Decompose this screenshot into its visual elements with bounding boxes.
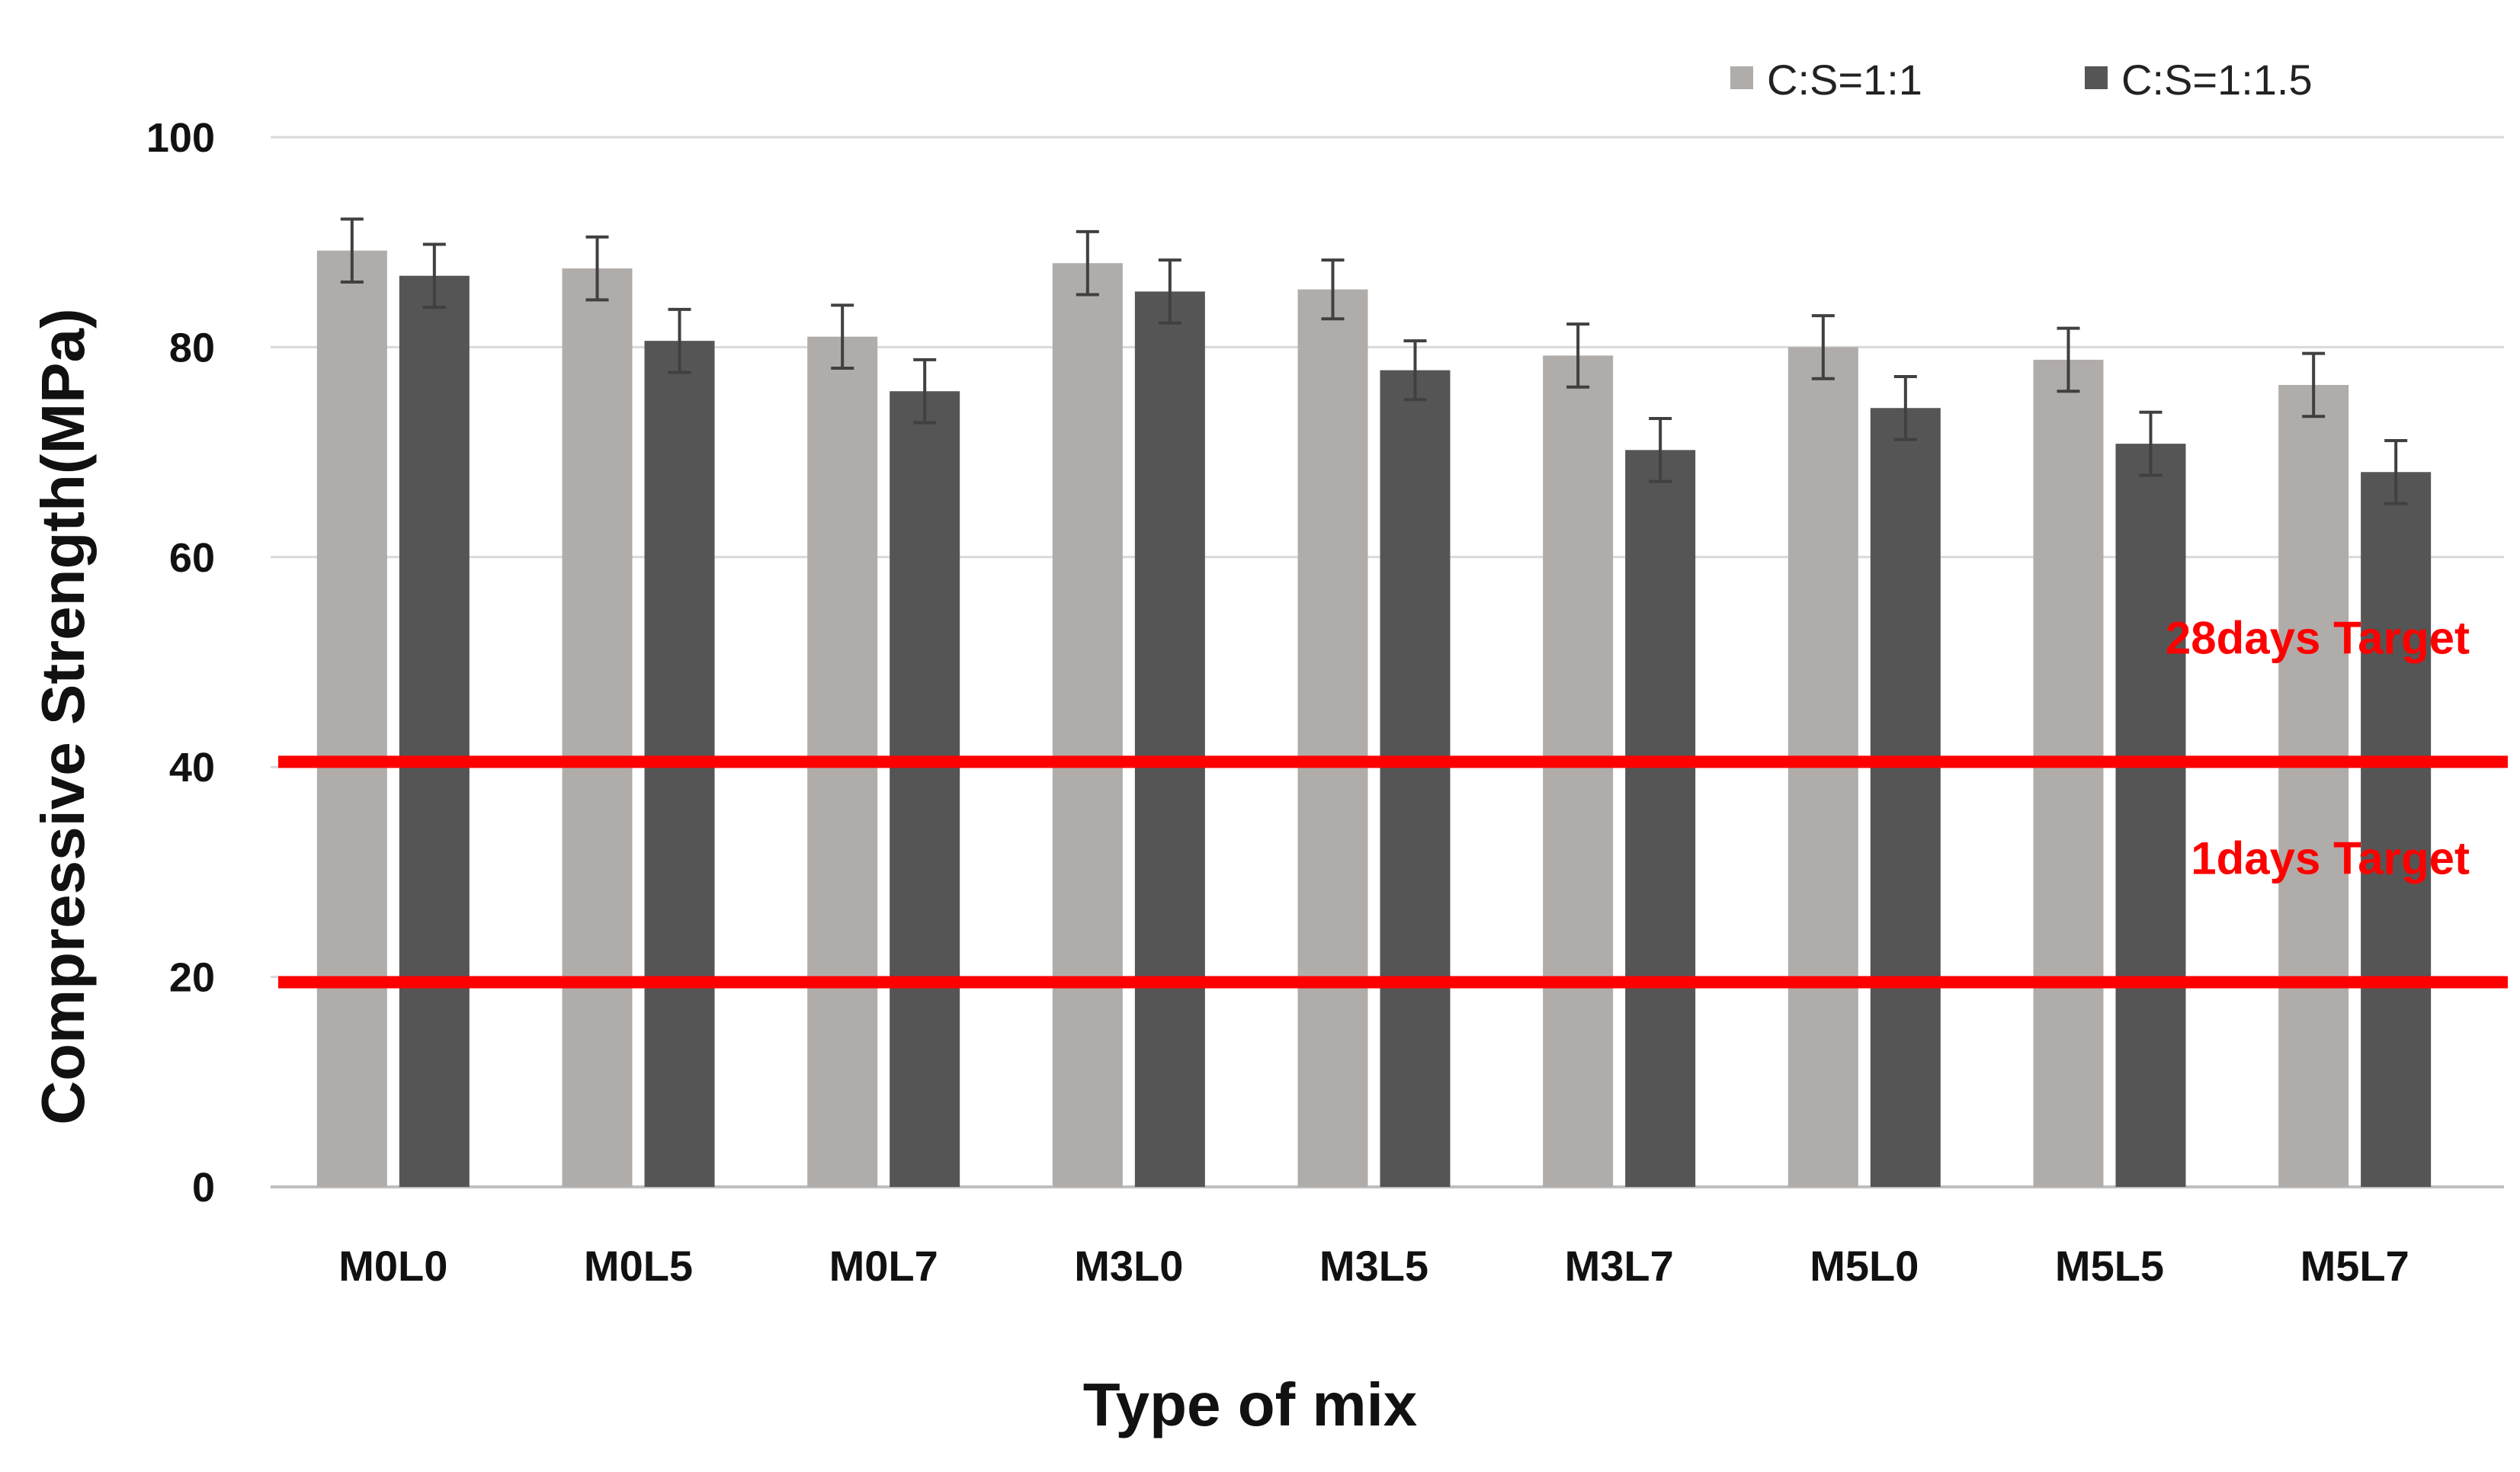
bar-layer bbox=[316, 250, 2432, 1188]
bar-M5L7-series-1 bbox=[2278, 384, 2349, 1188]
bar-M0L0-series-1 bbox=[316, 250, 387, 1187]
legend-label-series-2: C:S=1:1.5 bbox=[2121, 56, 2313, 104]
x-tick-label-M3L7: M3L7 bbox=[1565, 1242, 1674, 1290]
y-tick-label-80: 80 bbox=[169, 325, 215, 370]
bar-M5L0-series-2 bbox=[1870, 408, 1941, 1187]
x-tick-label-M5L5: M5L5 bbox=[2055, 1242, 2164, 1290]
y-tick-label-0: 0 bbox=[192, 1165, 215, 1211]
x-tick-label-M5L7: M5L7 bbox=[2300, 1242, 2409, 1290]
bar-M3L5-series-2 bbox=[1380, 370, 1451, 1188]
x-tick-label-M0L0: M0L0 bbox=[338, 1242, 447, 1290]
y-axis-title: Compressive Strength(MPa) bbox=[29, 308, 97, 1124]
legend-label-series-1: C:S=1:1 bbox=[1767, 56, 1922, 104]
bar-M5L5-series-1 bbox=[2033, 359, 2104, 1187]
x-tick-label-M0L5: M0L5 bbox=[584, 1242, 693, 1290]
reference-label-1: 28days Target bbox=[2166, 612, 2470, 663]
legend: C:S=1:1 C:S=1:1.5 bbox=[1730, 56, 2313, 104]
reference-label-2: 1days Target bbox=[2191, 832, 2470, 884]
label-layer: 0 20 40 60 80 100 M0L0 M0L5 M0L7 M3L0 M3L5 M3L7 M5L0… bbox=[146, 115, 2409, 1290]
error-bar-M0L0-series-1 bbox=[340, 217, 364, 284]
error-bar-M0L5-series-1 bbox=[585, 235, 609, 302]
error-bar-M5L7-series-2 bbox=[2384, 438, 2408, 505]
bar-M3L5-series-1 bbox=[1297, 289, 1368, 1187]
error-bar-M3L5-series-1 bbox=[1321, 258, 1345, 321]
error-bar-M5L5-series-2 bbox=[2139, 410, 2163, 477]
error-bar-M3L5-series-2 bbox=[1403, 339, 1427, 402]
x-tick-label-M5L0: M5L0 bbox=[1810, 1242, 1919, 1290]
legend-swatch-series-2 bbox=[2085, 66, 2108, 89]
y-tick-label-20: 20 bbox=[169, 955, 215, 1001]
error-bar-M0L5-series-2 bbox=[668, 307, 691, 374]
error-bar-M3L0-series-1 bbox=[1076, 229, 1099, 297]
bar-M3L7-series-2 bbox=[1625, 450, 1696, 1187]
error-bar-layer bbox=[340, 217, 2408, 505]
error-bar-M5L0-series-1 bbox=[1811, 314, 1835, 380]
bar-M5L7-series-2 bbox=[2361, 472, 2432, 1187]
x-tick-label-M0L7: M0L7 bbox=[829, 1242, 938, 1290]
x-tick-label-M3L5: M3L5 bbox=[1319, 1242, 1428, 1290]
y-tick-label-40: 40 bbox=[169, 745, 215, 791]
bar-M3L0-series-2 bbox=[1134, 291, 1205, 1188]
x-tick-label-M3L0: M3L0 bbox=[1074, 1242, 1183, 1290]
error-bar-M5L0-series-2 bbox=[1893, 374, 1917, 441]
bar-M3L0-series-1 bbox=[1052, 263, 1123, 1187]
y-tick-label-100: 100 bbox=[146, 115, 215, 161]
legend-swatch-series-1 bbox=[1730, 66, 1753, 89]
error-bar-M3L0-series-2 bbox=[1158, 258, 1181, 325]
bar-M0L0-series-2 bbox=[399, 275, 470, 1187]
bar-M0L5-series-1 bbox=[562, 268, 633, 1187]
error-bar-M3L7-series-1 bbox=[1566, 322, 1590, 389]
y-tick-label-60: 60 bbox=[169, 535, 215, 581]
error-bar-M3L7-series-2 bbox=[1649, 417, 1672, 483]
bar-M5L5-series-2 bbox=[2115, 444, 2186, 1187]
bar-M0L7-series-2 bbox=[890, 391, 960, 1187]
error-bar-M5L7-series-1 bbox=[2302, 351, 2326, 419]
error-bar-M5L5-series-1 bbox=[2057, 326, 2080, 393]
error-bar-M0L0-series-2 bbox=[422, 242, 446, 309]
bar-M3L7-series-1 bbox=[1543, 355, 1614, 1187]
reference-line-layer: 28days Target 1days Target bbox=[278, 612, 2508, 989]
x-axis-title: Type of mix bbox=[1083, 1371, 1418, 1438]
error-bar-M0L7-series-1 bbox=[831, 303, 854, 370]
error-bar-M0L7-series-2 bbox=[913, 358, 937, 425]
